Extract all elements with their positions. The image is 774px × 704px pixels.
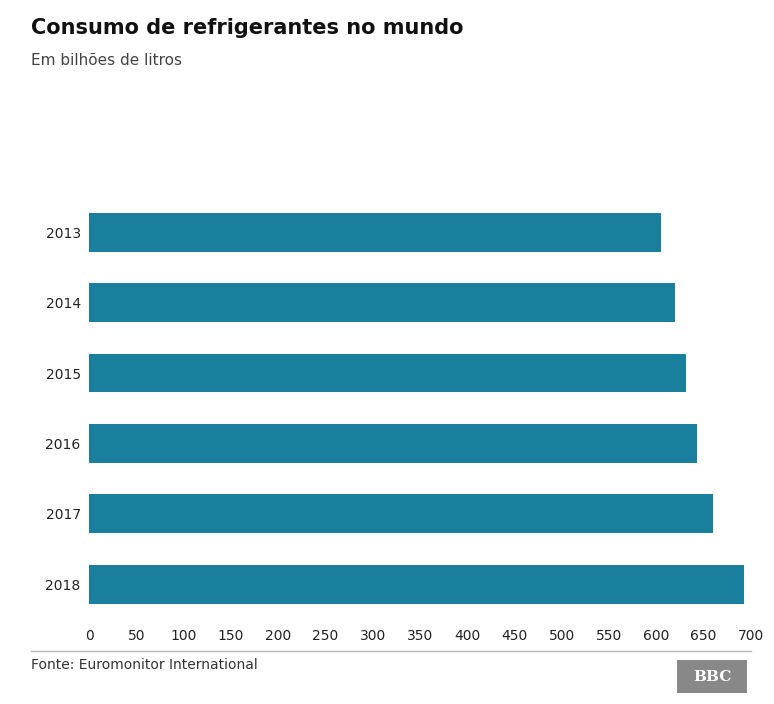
- Text: Consumo de refrigerantes no mundo: Consumo de refrigerantes no mundo: [31, 18, 464, 37]
- Bar: [89, 284, 675, 322]
- Text: BBC: BBC: [693, 670, 731, 684]
- Text: Fonte: Euromonitor International: Fonte: Euromonitor International: [31, 658, 258, 672]
- Text: Em bilhões de litros: Em bilhões de litros: [31, 53, 182, 68]
- Bar: [89, 213, 661, 252]
- Bar: [89, 494, 713, 533]
- Bar: [89, 424, 697, 463]
- Bar: [89, 565, 744, 603]
- Bar: [89, 354, 687, 393]
